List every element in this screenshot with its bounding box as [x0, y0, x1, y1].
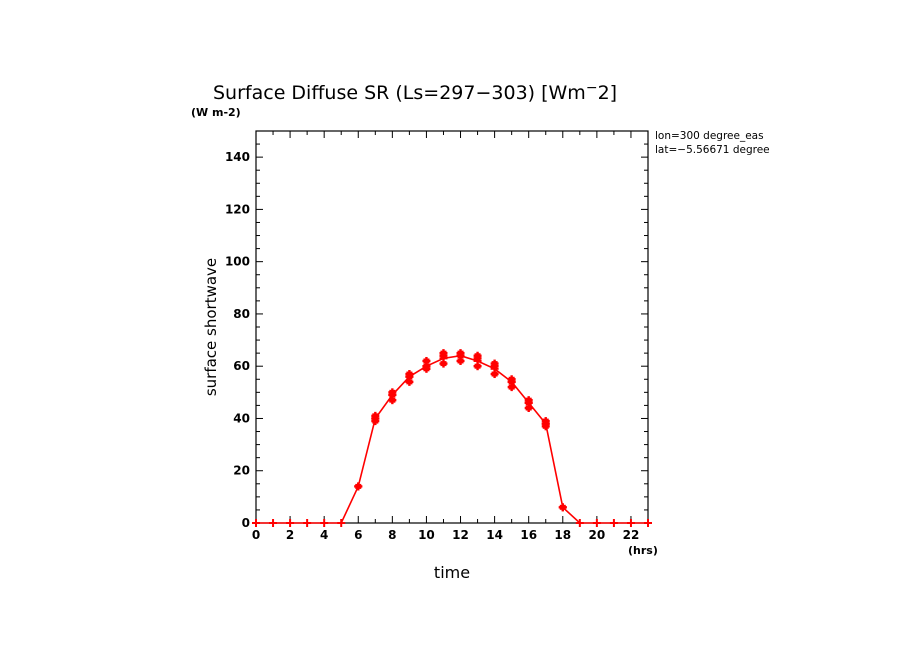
data-point — [303, 519, 312, 527]
sample-point — [354, 482, 363, 491]
chart-title-superscript: − — [586, 80, 598, 96]
x-tick-label: 2 — [286, 528, 294, 542]
data-point — [252, 519, 260, 527]
x-axis-label: time — [434, 563, 470, 582]
data-point — [644, 519, 652, 527]
x-tick-label: 12 — [452, 528, 469, 542]
axis-ticks — [255, 130, 649, 524]
sample-point — [490, 359, 499, 368]
sample-point — [490, 370, 499, 379]
plot-frame — [255, 130, 649, 524]
x-tick-label: 22 — [623, 528, 640, 542]
series-line — [256, 354, 648, 524]
sample-point — [473, 351, 482, 360]
annotation-lat: lat=−5.56671 degree — [655, 144, 770, 156]
x-tick-label: 14 — [486, 528, 503, 542]
sample-point — [524, 396, 533, 405]
sample-point — [439, 359, 448, 368]
data-point — [592, 519, 601, 527]
sample-point — [507, 375, 516, 384]
units-label: (W m-2) — [191, 106, 241, 119]
data-point — [609, 519, 618, 527]
chart-title: Surface Diffuse SR (Ls=297−303) [Wm−2] — [213, 80, 617, 104]
x-units-label: (hrs) — [628, 544, 658, 557]
y-tick-label: 80 — [233, 307, 250, 321]
sample-point — [371, 414, 380, 423]
sample-point — [541, 417, 550, 426]
data-point — [626, 519, 635, 527]
data-point — [575, 519, 584, 527]
annotation-lon: lon=300 degree_eas — [655, 130, 764, 142]
sample-point — [558, 503, 567, 512]
axis-tick-labels: 0 2 4 6 8 10 12 14 16 18 20 22 0 20 40 60 80 100 120 140 — [225, 150, 639, 542]
y-tick-label: 60 — [233, 359, 250, 373]
x-tick-label: 4 — [320, 528, 328, 542]
data-point — [337, 519, 346, 527]
x-tick-label: 10 — [418, 528, 435, 542]
x-tick-label: 8 — [388, 528, 396, 542]
x-tick-label: 6 — [354, 528, 362, 542]
y-tick-label: 0 — [242, 516, 250, 530]
data-point — [269, 519, 278, 527]
y-tick-label: 40 — [233, 411, 250, 425]
chart-title-main: Surface Diffuse SR (Ls=297−303) [Wm — [213, 82, 586, 104]
sample-point — [439, 349, 448, 358]
x-tick-label: 20 — [589, 528, 606, 542]
x-tick-label: 16 — [520, 528, 537, 542]
sample-point — [456, 349, 465, 358]
chart-title-end: 2] — [598, 82, 618, 104]
y-tick-label: 20 — [233, 464, 250, 478]
svg-text:Surface Diffuse SR (Ls=297−303: Surface Diffuse SR (Ls=297−303) [Wm−2] — [213, 80, 617, 104]
y-axis-label: surface shortwave — [202, 258, 220, 396]
sample-point — [405, 372, 414, 381]
sample-point — [473, 362, 482, 371]
data-point — [320, 519, 329, 527]
y-tick-label: 120 — [225, 202, 250, 216]
data-point — [286, 519, 295, 527]
sample-point — [388, 390, 397, 399]
y-tick-label: 100 — [225, 255, 250, 269]
series-surface-shortwave — [252, 349, 652, 527]
y-tick-label: 140 — [225, 150, 250, 164]
x-tick-label: 0 — [252, 528, 260, 542]
sample-point — [422, 362, 431, 371]
x-tick-label: 18 — [554, 528, 571, 542]
